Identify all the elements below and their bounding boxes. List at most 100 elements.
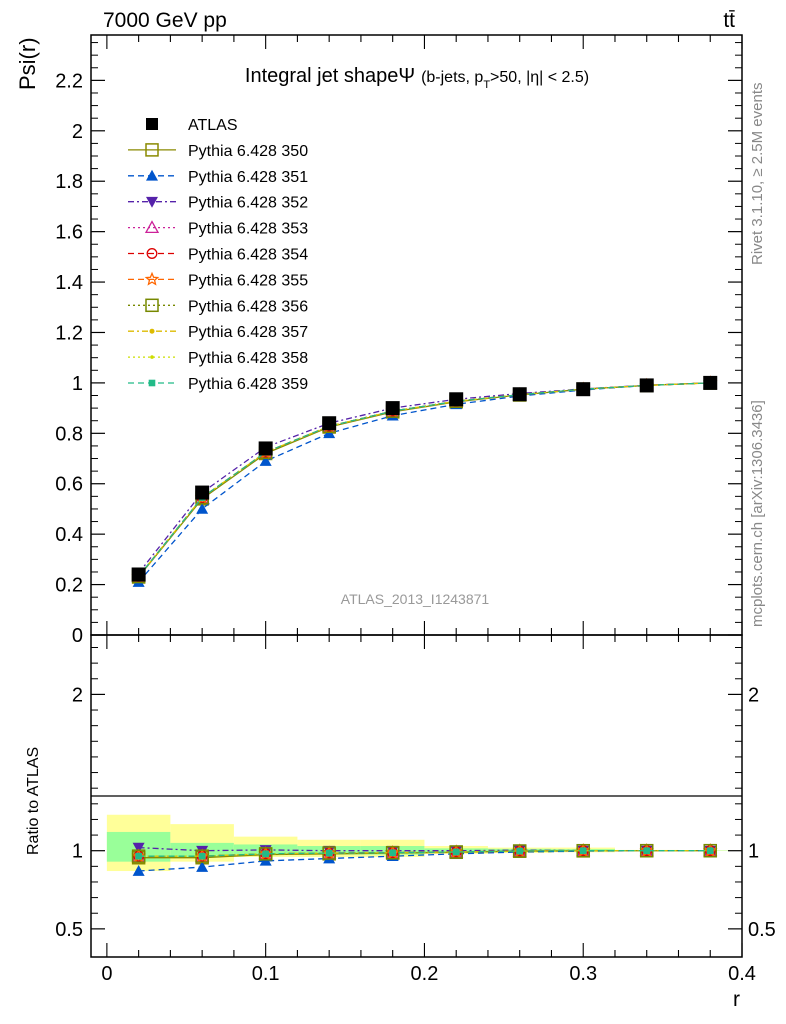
legend-marker	[146, 118, 158, 130]
main-ytick-label: 1.4	[55, 272, 83, 294]
title-psi: Ψ	[398, 65, 415, 87]
legend-label: Pythia 6.428 350	[188, 143, 308, 160]
series-pythia-6-428-358	[136, 381, 713, 579]
data-point	[259, 455, 272, 466]
legend-label: Pythia 6.428 351	[188, 169, 308, 186]
legend-marker	[144, 220, 160, 234]
legend-marker	[146, 169, 158, 181]
title-sub-t: T	[483, 79, 490, 91]
main-ytick-label: 1.6	[55, 222, 83, 244]
legend-marker	[150, 355, 154, 359]
legend-entry: Pythia 6.428 359	[128, 376, 308, 393]
data-point	[449, 392, 464, 407]
data-point	[322, 416, 337, 431]
ratio-ytick-label-right: 0.5	[748, 919, 776, 941]
main-ytick-label: 0.2	[55, 575, 83, 597]
main-ytick-label: 1.2	[55, 322, 83, 344]
ratio-point	[262, 850, 269, 858]
ratio-xtick-label: 0.4	[728, 963, 756, 985]
mcplots-label: mcplots.cern.ch [arXiv:1306.3436]	[749, 400, 766, 627]
legend-marker	[148, 379, 156, 387]
series-pythia-6-428-350	[131, 376, 717, 584]
ratio-point	[643, 847, 651, 855]
series-pythia-6-428-356	[131, 376, 717, 584]
ratio-ticks: 0.5 0.5 1 1 2 2 0 0.1 0.2 0.3 0.4	[55, 635, 776, 985]
legend-entry: Pythia 6.428 356	[128, 298, 308, 315]
legend-entry: Pythia 6.428 355	[128, 271, 308, 289]
legend-marker	[146, 248, 158, 259]
legend-marker	[145, 298, 159, 313]
main-ticks: 0 0.2 0.4 0.6 0.8 1 1.2 1.4 1.6 1.8 2 2.2	[55, 35, 743, 647]
ratio-series-pythia-6-428-359	[135, 847, 714, 860]
series-line	[138, 382, 711, 577]
main-panel: 0 0.2 0.4 0.6 0.8 1 1.2 1.4 1.6 1.8 2 2.2 Psi(r) In…	[15, 34, 743, 647]
data-point	[258, 441, 273, 456]
series-line	[138, 382, 711, 577]
legend-label: Pythia 6.428 356	[188, 298, 308, 315]
legend-label: Pythia 6.428 354	[188, 247, 308, 264]
main-ytick-label: 2.2	[55, 70, 83, 92]
energy-label: 7000 GeV pp	[103, 9, 227, 32]
ratio-ytick-label-right: 1	[748, 841, 759, 863]
main-title: Integral jet shapeΨ (b-jets, pT>50, |η| <…	[245, 65, 589, 91]
data-point	[131, 567, 146, 582]
legend-label: Pythia 6.428 357	[188, 324, 308, 341]
ratio-point	[516, 847, 524, 855]
ratio-ytick-label-right: 2	[748, 684, 759, 706]
legend-marker	[146, 196, 158, 208]
legend-label: ATLAS	[188, 117, 238, 134]
ratio-point	[196, 861, 209, 872]
legend-marker	[145, 143, 159, 157]
main-ytick-label: 0.4	[55, 524, 83, 546]
legend-label: Pythia 6.428 359	[188, 376, 308, 393]
ratio-series-layer	[131, 842, 718, 876]
ratio-ylabel: Ratio to ATLAS	[25, 747, 42, 855]
ratio-xlabel: r	[733, 988, 740, 1011]
legend-entry: Pythia 6.428 358	[128, 350, 308, 367]
main-ytick-label: 0.6	[55, 474, 83, 496]
series-pythia-6-428-354	[133, 377, 716, 582]
ratio-ytick-label: 2	[72, 684, 83, 706]
rivet-label: Rivet 3.1.10, ≥ 2.5M events	[749, 83, 766, 266]
process-label: tt̄	[723, 9, 735, 32]
ratio-xtick-label: 0.3	[569, 963, 597, 985]
main-ytick-label: 0	[72, 625, 83, 647]
legend-label: Pythia 6.428 353	[188, 221, 308, 238]
series-line	[138, 382, 711, 577]
legend-entry: Pythia 6.428 350	[128, 143, 308, 160]
ratio-point	[706, 847, 714, 855]
main-ytick-label: 1.8	[55, 171, 83, 193]
data-point	[385, 401, 400, 416]
ratio-point	[389, 849, 396, 857]
main-series-layer	[131, 375, 718, 587]
ratio-point	[132, 842, 145, 854]
ratio-panel: 0.5 0.5 1 1 2 2 0 0.1 0.2 0.3 0.4 Ratio to ATLAS r	[25, 634, 776, 1011]
legend-entry: Pythia 6.428 352	[128, 195, 308, 212]
ratio-xtick-label: 0.1	[252, 963, 280, 985]
legend-entry: Pythia 6.428 353	[128, 220, 308, 238]
data-point	[512, 387, 527, 402]
series-atlas	[131, 375, 718, 582]
series-pythia-6-428-353	[131, 375, 718, 582]
ratio-series-line	[138, 850, 711, 857]
legend-entry: Pythia 6.428 357	[128, 324, 308, 341]
ratio-point	[452, 848, 460, 856]
ratio-point	[325, 849, 333, 857]
series-line	[138, 382, 711, 577]
series-pythia-6-428-351	[132, 376, 717, 587]
series-line	[138, 382, 711, 577]
ratio-point	[135, 852, 142, 860]
ratio-point	[579, 847, 587, 855]
series-pythia-6-428-355	[131, 375, 718, 583]
ratio-xtick-label: 0.2	[411, 963, 439, 985]
ratio-xtick-label: 0	[101, 963, 112, 985]
data-point	[639, 378, 654, 393]
legend: ATLAS Pythia 6.428 350 Pythia 6.428 351 Pyt…	[128, 117, 308, 393]
title-sub-b: >50, |η| < 2.5)	[490, 69, 589, 86]
legend-marker	[144, 271, 160, 286]
series-line	[138, 382, 711, 577]
main-ytick-label: 0.8	[55, 423, 83, 445]
data-point	[576, 382, 591, 397]
legend-label: Pythia 6.428 358	[188, 350, 308, 367]
